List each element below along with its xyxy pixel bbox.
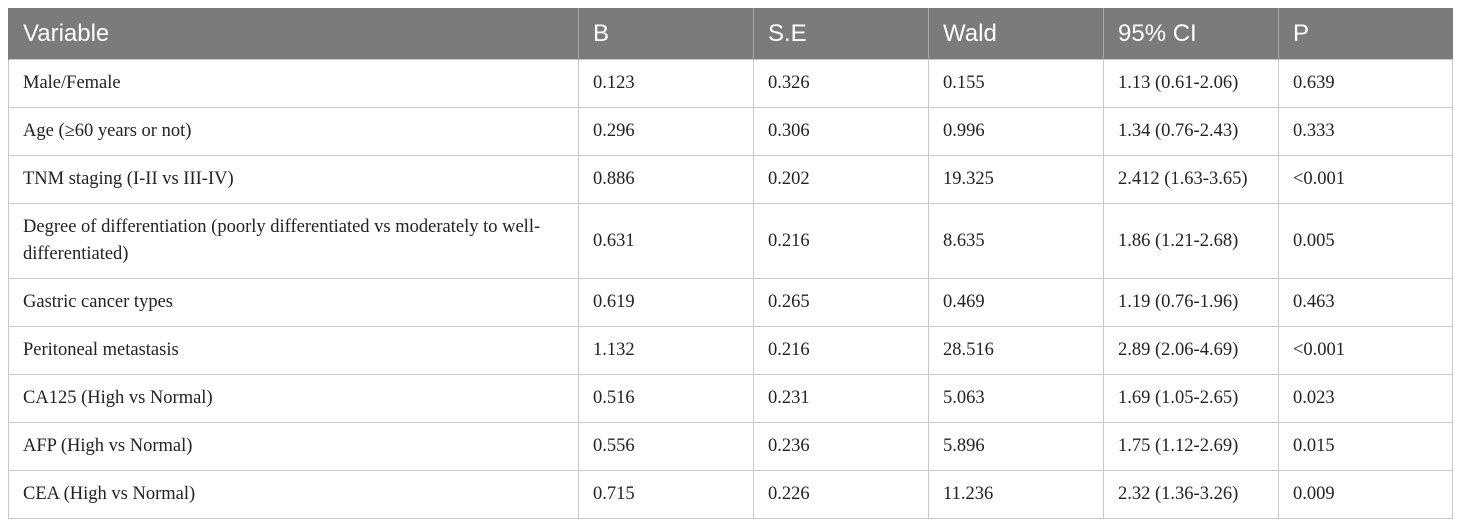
table-row: Gastric cancer types 0.619 0.265 0.469 1… xyxy=(8,278,1453,327)
cell-se: 0.216 xyxy=(753,326,929,375)
cell-se: 0.306 xyxy=(753,107,929,156)
cell-ci: 1.69 (1.05-2.65) xyxy=(1103,374,1279,423)
cell-ci: 1.34 (0.76-2.43) xyxy=(1103,107,1279,156)
cell-variable: Gastric cancer types xyxy=(8,278,579,327)
cell-p: 0.009 xyxy=(1278,470,1453,519)
cell-p: 0.639 xyxy=(1278,59,1453,108)
regression-table: Variable B S.E Wald 95% CI P Male/Female… xyxy=(8,8,1453,519)
header-p: P xyxy=(1278,8,1453,60)
table-row: Male/Female 0.123 0.326 0.155 1.13 (0.61… xyxy=(8,59,1453,108)
table-row: CA125 (High vs Normal) 0.516 0.231 5.063… xyxy=(8,374,1453,423)
cell-ci: 1.13 (0.61-2.06) xyxy=(1103,59,1279,108)
table-row: CEA (High vs Normal) 0.715 0.226 11.236 … xyxy=(8,470,1453,519)
cell-wald: 8.635 xyxy=(928,203,1104,279)
cell-ci: 2.412 (1.63-3.65) xyxy=(1103,155,1279,204)
header-variable: Variable xyxy=(8,8,579,60)
header-ci: 95% CI xyxy=(1103,8,1279,60)
cell-se: 0.326 xyxy=(753,59,929,108)
cell-variable: CA125 (High vs Normal) xyxy=(8,374,579,423)
cell-b: 0.715 xyxy=(578,470,754,519)
cell-p: <0.001 xyxy=(1278,326,1453,375)
cell-variable: AFP (High vs Normal) xyxy=(8,422,579,471)
table-row: TNM staging (I-II vs III-IV) 0.886 0.202… xyxy=(8,155,1453,204)
cell-ci: 2.32 (1.36-3.26) xyxy=(1103,470,1279,519)
header-se: S.E xyxy=(753,8,929,60)
cell-wald: 19.325 xyxy=(928,155,1104,204)
cell-b: 1.132 xyxy=(578,326,754,375)
cell-p: 0.023 xyxy=(1278,374,1453,423)
regression-table-container: Variable B S.E Wald 95% CI P Male/Female… xyxy=(8,8,1453,519)
cell-b: 0.886 xyxy=(578,155,754,204)
cell-p: 0.333 xyxy=(1278,107,1453,156)
cell-ci: 1.75 (1.12-2.69) xyxy=(1103,422,1279,471)
cell-variable: Age (≥60 years or not) xyxy=(8,107,579,156)
cell-se: 0.236 xyxy=(753,422,929,471)
cell-b: 0.296 xyxy=(578,107,754,156)
cell-wald: 0.155 xyxy=(928,59,1104,108)
cell-variable: Male/Female xyxy=(8,59,579,108)
cell-se: 0.202 xyxy=(753,155,929,204)
cell-b: 0.556 xyxy=(578,422,754,471)
cell-ci: 1.86 (1.21-2.68) xyxy=(1103,203,1279,279)
cell-wald: 5.063 xyxy=(928,374,1104,423)
cell-variable: Peritoneal metastasis xyxy=(8,326,579,375)
cell-b: 0.631 xyxy=(578,203,754,279)
cell-p: 0.015 xyxy=(1278,422,1453,471)
cell-se: 0.226 xyxy=(753,470,929,519)
cell-ci: 1.19 (0.76-1.96) xyxy=(1103,278,1279,327)
table-body: Male/Female 0.123 0.326 0.155 1.13 (0.61… xyxy=(8,59,1453,519)
cell-p: <0.001 xyxy=(1278,155,1453,204)
cell-b: 0.123 xyxy=(578,59,754,108)
header-row: Variable B S.E Wald 95% CI P xyxy=(8,8,1453,60)
cell-wald: 0.469 xyxy=(928,278,1104,327)
cell-wald: 28.516 xyxy=(928,326,1104,375)
cell-b: 0.516 xyxy=(578,374,754,423)
header-b: B xyxy=(578,8,754,60)
cell-variable: CEA (High vs Normal) xyxy=(8,470,579,519)
header-wald: Wald xyxy=(928,8,1104,60)
cell-p: 0.005 xyxy=(1278,203,1453,279)
cell-se: 0.216 xyxy=(753,203,929,279)
cell-se: 0.231 xyxy=(753,374,929,423)
table-row: Peritoneal metastasis 1.132 0.216 28.516… xyxy=(8,326,1453,375)
table-row: AFP (High vs Normal) 0.556 0.236 5.896 1… xyxy=(8,422,1453,471)
cell-wald: 11.236 xyxy=(928,470,1104,519)
cell-ci: 2.89 (2.06-4.69) xyxy=(1103,326,1279,375)
cell-se: 0.265 xyxy=(753,278,929,327)
cell-wald: 0.996 xyxy=(928,107,1104,156)
table-row: Degree of differentiation (poorly differ… xyxy=(8,203,1453,279)
cell-variable: Degree of differentiation (poorly differ… xyxy=(8,203,579,279)
cell-wald: 5.896 xyxy=(928,422,1104,471)
table-row: Age (≥60 years or not) 0.296 0.306 0.996… xyxy=(8,107,1453,156)
cell-p: 0.463 xyxy=(1278,278,1453,327)
table-header: Variable B S.E Wald 95% CI P xyxy=(8,8,1453,60)
cell-b: 0.619 xyxy=(578,278,754,327)
cell-variable: TNM staging (I-II vs III-IV) xyxy=(8,155,579,204)
